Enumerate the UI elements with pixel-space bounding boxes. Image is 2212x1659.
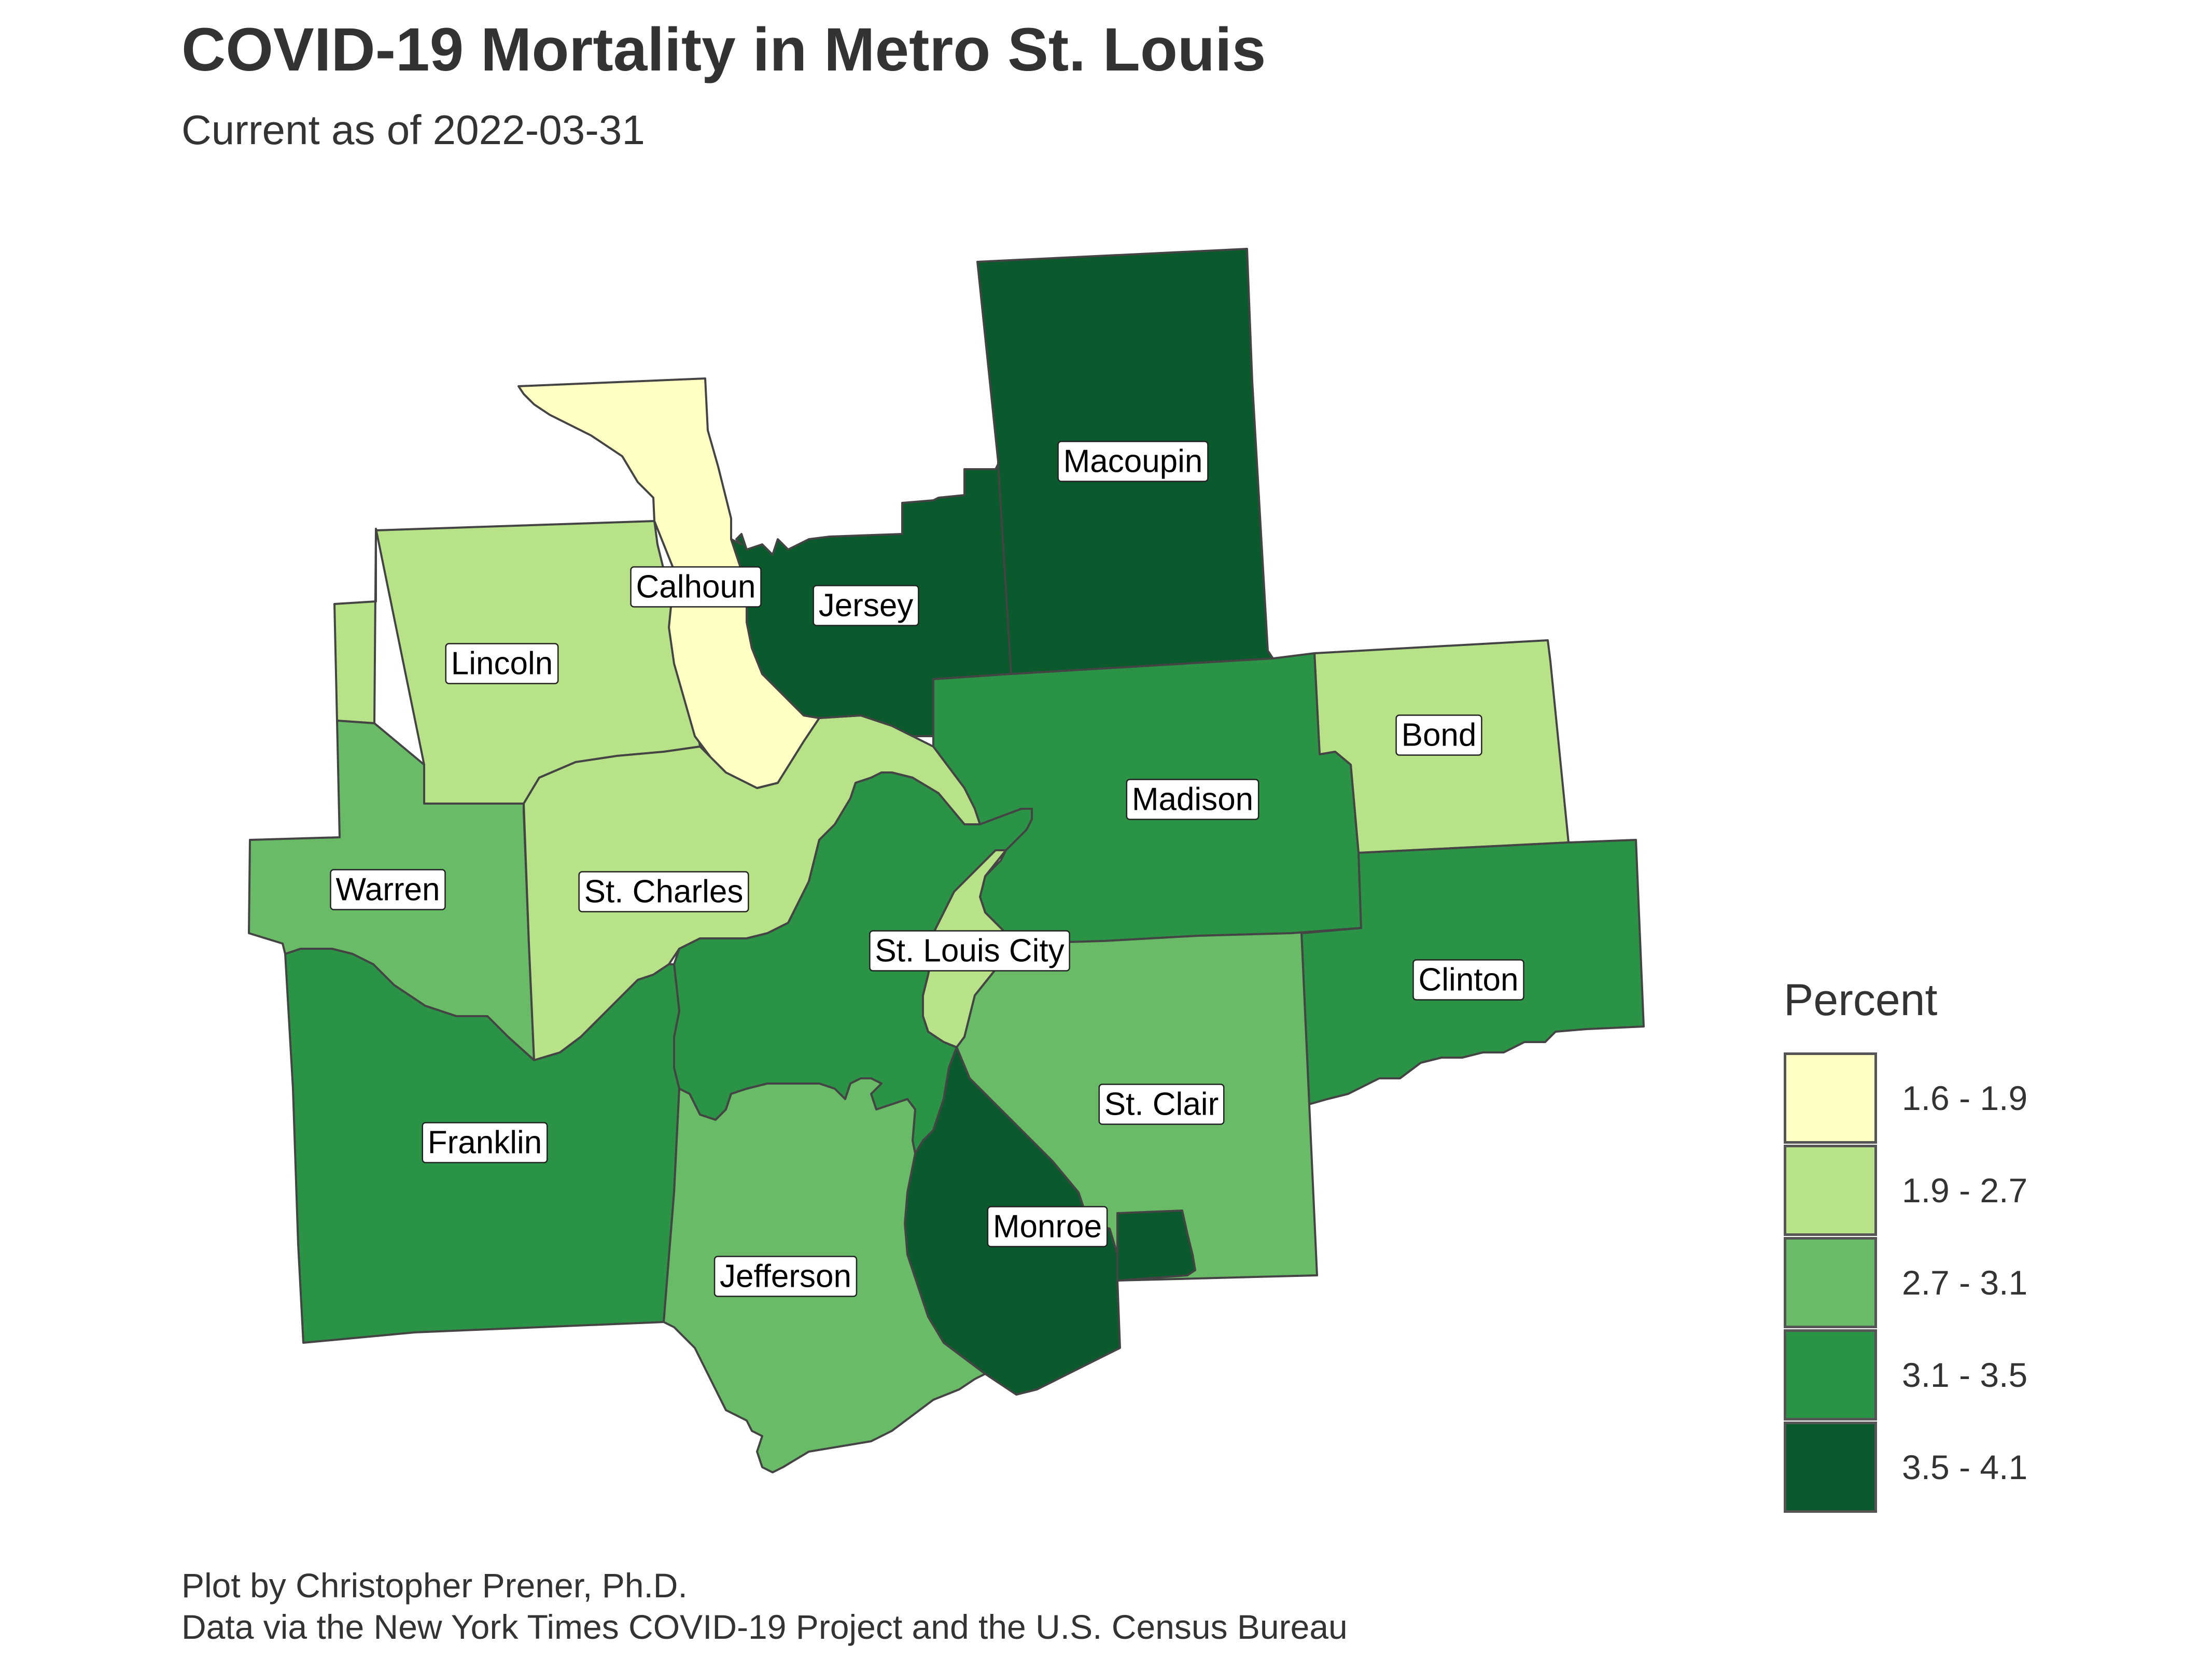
county-label-text: Clinton <box>1419 962 1519 998</box>
legend-label-2: 1.9 - 2.7 <box>1902 1171 2028 1210</box>
county-label-text: Lincoln <box>451 646 553 682</box>
legend-key-1 <box>1784 1052 1877 1144</box>
county-label-calhoun: Calhoun <box>630 566 762 608</box>
legend-title: Percent <box>1784 975 1938 1025</box>
legend-label-1: 1.6 - 1.9 <box>1902 1079 2028 1117</box>
county-label-st-louis-city: St. Louis City <box>869 930 1070 972</box>
county-labels: Macoupin Calhoun Jersey Lincoln Bond Madison W… <box>330 441 1524 1297</box>
county-label-text: Jersey <box>819 588 914 624</box>
chart-title: COVID-19 Mortality in Metro St. Louis <box>181 16 1266 84</box>
county-label-text: Bond <box>1402 718 1477 753</box>
county-label-macoupin: Macoupin <box>1057 441 1209 482</box>
county-label-franklin: Franklin <box>422 1122 548 1163</box>
county-label-text: Calhoun <box>636 569 756 605</box>
caption-line-1: Plot by Christopher Prener, Ph.D. <box>181 1566 688 1605</box>
legend-label-4: 3.1 - 3.5 <box>1902 1356 2028 1394</box>
county-label-text: Madison <box>1132 782 1253 818</box>
county-label-text: St. Charles <box>584 874 744 910</box>
legend-key-3 <box>1784 1237 1877 1328</box>
county-label-warren: Warren <box>330 869 446 910</box>
county-label-text: Franklin <box>428 1125 542 1161</box>
county-label-jefferson: Jefferson <box>713 1256 858 1297</box>
county-label-jersey: Jersey <box>813 585 919 626</box>
county-label-st-charles: St. Charles <box>578 871 749 912</box>
county-label-text: St. Clair <box>1104 1087 1219 1122</box>
county-label-monroe: Monroe <box>987 1206 1108 1247</box>
county-label-text: Jefferson <box>720 1259 851 1295</box>
caption-line-2: Data via the New York Times COVID-19 Pro… <box>181 1608 1348 1646</box>
county-label-lincoln: Lincoln <box>445 643 559 684</box>
county-label-madison: Madison <box>1126 779 1259 820</box>
legend-key-2 <box>1784 1145 1877 1236</box>
county-label-clinton: Clinton <box>1412 959 1524 1001</box>
legend-label-5: 3.5 - 4.1 <box>1902 1448 2028 1486</box>
chart-subtitle: Current as of 2022-03-31 <box>181 107 645 153</box>
county-label-text: St. Louis City <box>875 933 1064 969</box>
county-label-text: Monroe <box>993 1209 1102 1245</box>
legend-label-3: 2.7 - 3.1 <box>1902 1263 2028 1302</box>
legend-key-4 <box>1784 1329 1877 1421</box>
county-label-st-clair: St. Clair <box>1098 1084 1225 1125</box>
county-label-text: Warren <box>336 872 440 908</box>
county-label-bond: Bond <box>1395 714 1482 756</box>
legend-key-5 <box>1784 1422 1877 1513</box>
county-label-text: Macoupin <box>1063 444 1203 480</box>
